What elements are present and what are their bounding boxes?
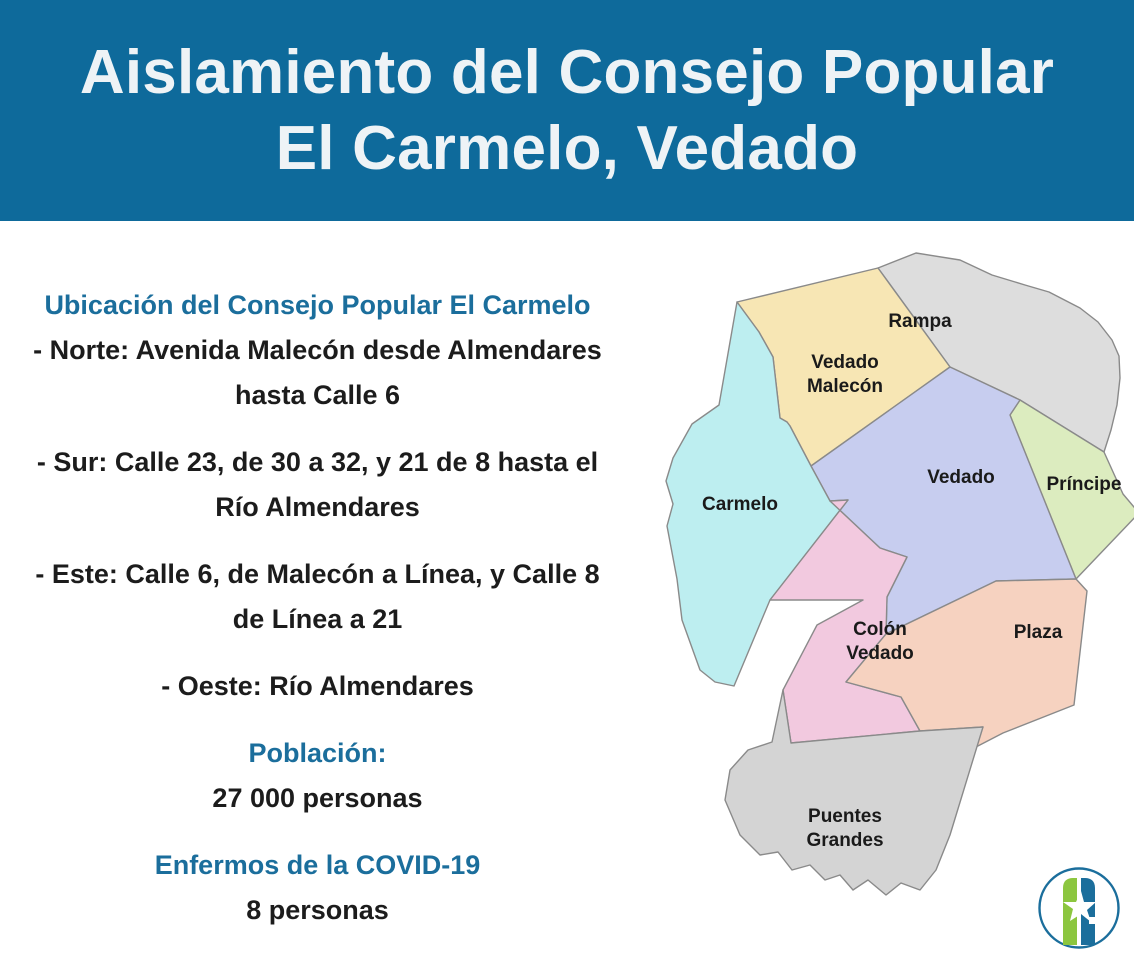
svg-text:Grandes: Grandes	[806, 830, 883, 851]
svg-text:Carmelo: Carmelo	[702, 494, 778, 515]
svg-text:Rampa: Rampa	[888, 311, 952, 332]
svg-text:Príncipe: Príncipe	[1047, 474, 1122, 495]
svg-text:Malecón: Malecón	[807, 376, 883, 397]
svg-text:Colón: Colón	[853, 619, 907, 640]
svg-text:Puentes: Puentes	[808, 806, 882, 827]
svg-text:Vedado: Vedado	[811, 352, 879, 373]
svg-text:Vedado: Vedado	[927, 467, 995, 488]
svg-text:Vedado: Vedado	[846, 643, 914, 664]
svg-text:Plaza: Plaza	[1014, 622, 1063, 643]
